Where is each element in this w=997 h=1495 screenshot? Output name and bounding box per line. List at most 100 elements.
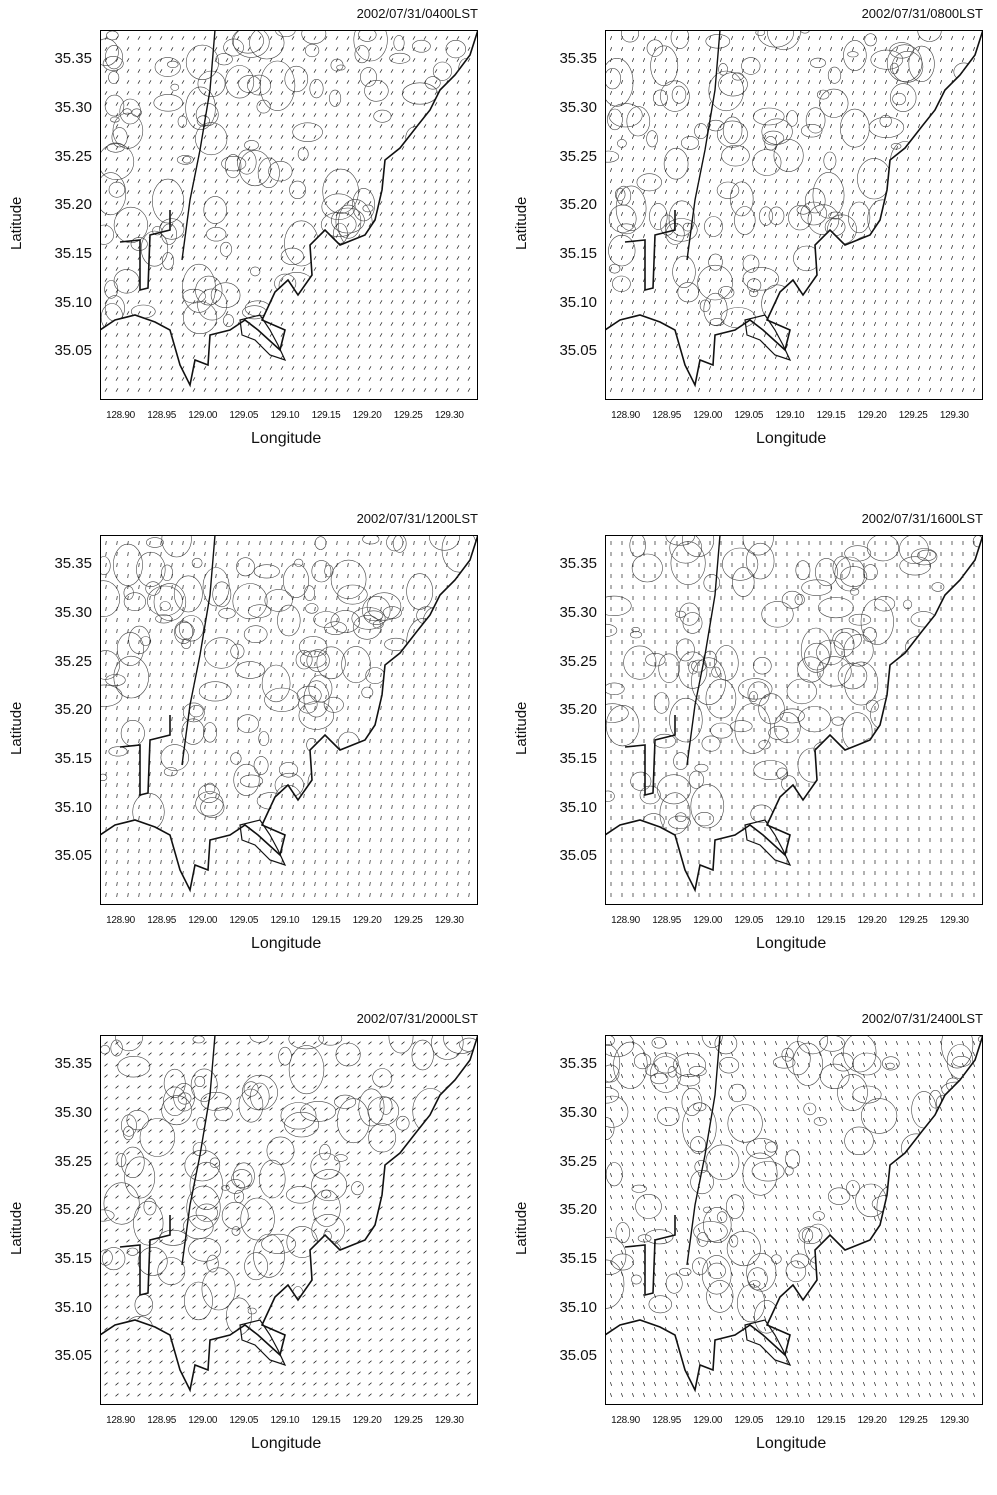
- panel-title: 2002/07/31/1200LST: [357, 511, 478, 526]
- river-channel: [625, 715, 675, 795]
- x-tick-label: 128.90: [106, 915, 135, 926]
- coastline: [100, 1035, 478, 1390]
- x-tick-label: 129.30: [940, 915, 969, 926]
- x-tick-label: 128.95: [147, 915, 176, 926]
- y-tick-label: 35.10: [547, 799, 597, 816]
- y-tick-label: 35.25: [547, 653, 597, 670]
- x-axis-label: Longitude: [756, 1435, 826, 1453]
- wind-vectors: [611, 541, 974, 897]
- coastline: [605, 1035, 983, 1390]
- x-tick-label: 128.90: [611, 410, 640, 421]
- river-channel: [120, 1215, 170, 1295]
- x-tick-label: 129.10: [270, 1415, 299, 1426]
- terrain-contours: [605, 30, 983, 328]
- y-tick-label: 35.15: [42, 245, 92, 262]
- x-tick-label: 129.05: [734, 410, 763, 421]
- plot-frame: [101, 31, 478, 400]
- x-tick-label: 129.20: [858, 1415, 887, 1426]
- plot-frame: [606, 536, 983, 905]
- y-tick-label: 35.30: [547, 99, 597, 116]
- x-tick-label: 129.15: [817, 1415, 846, 1426]
- y-axis-label: Latitude: [513, 197, 530, 250]
- x-tick-label: 129.10: [775, 410, 804, 421]
- x-tick-label: 129.30: [940, 410, 969, 421]
- river-channel: [625, 1215, 675, 1295]
- y-tick-label: 35.05: [42, 847, 92, 864]
- y-tick-label: 35.25: [42, 1153, 92, 1170]
- panel-title: 2002/07/31/1600LST: [862, 511, 983, 526]
- x-tick-label: 129.00: [693, 1415, 722, 1426]
- x-axis-label: Longitude: [251, 1435, 321, 1453]
- x-tick-label: 129.00: [693, 915, 722, 926]
- x-tick-label: 129.25: [394, 1415, 423, 1426]
- y-tick-label: 35.30: [42, 99, 92, 116]
- x-tick-label: 128.90: [106, 410, 135, 421]
- wind-vectors: [105, 1042, 471, 1397]
- x-tick-label: 128.95: [147, 1415, 176, 1426]
- x-tick-label: 129.10: [775, 1415, 804, 1426]
- y-tick-label: 35.25: [547, 148, 597, 165]
- y-tick-label: 35.20: [42, 1201, 92, 1218]
- x-tick-label: 128.90: [106, 1415, 135, 1426]
- y-axis-label: Latitude: [513, 702, 530, 755]
- x-tick-label: 129.00: [188, 410, 217, 421]
- x-tick-label: 129.15: [817, 410, 846, 421]
- coastline: [100, 535, 478, 890]
- x-tick-label: 129.05: [229, 410, 258, 421]
- x-tick-label: 129.30: [435, 915, 464, 926]
- x-tick-label: 129.20: [353, 410, 382, 421]
- x-tick-label: 129.20: [353, 1415, 382, 1426]
- y-tick-label: 35.05: [547, 1347, 597, 1364]
- x-tick-label: 129.15: [312, 1415, 341, 1426]
- wind-field-map: [605, 30, 983, 400]
- x-tick-label: 129.00: [188, 915, 217, 926]
- river-channel: [687, 30, 720, 260]
- y-tick-label: 35.15: [42, 1250, 92, 1267]
- x-tick-label: 129.05: [734, 1415, 763, 1426]
- y-tick-label: 35.30: [42, 1104, 92, 1121]
- y-tick-label: 35.10: [42, 1299, 92, 1316]
- y-axis-label: Latitude: [513, 1202, 530, 1255]
- x-tick-label: 129.05: [229, 915, 258, 926]
- y-tick-label: 35.10: [547, 294, 597, 311]
- y-tick-label: 35.30: [547, 1104, 597, 1121]
- river-channel: [120, 715, 170, 795]
- plot-frame: [101, 1036, 478, 1405]
- x-tick-label: 128.95: [147, 410, 176, 421]
- x-tick-label: 128.95: [652, 915, 681, 926]
- river-channel: [687, 535, 720, 765]
- y-axis-label: Latitude: [8, 1202, 25, 1255]
- x-tick-label: 129.00: [188, 1415, 217, 1426]
- y-tick-label: 35.10: [42, 294, 92, 311]
- x-tick-label: 128.95: [652, 1415, 681, 1426]
- x-axis-label: Longitude: [756, 935, 826, 953]
- y-tick-label: 35.20: [547, 701, 597, 718]
- wind-field-map: [100, 1035, 478, 1405]
- x-tick-label: 129.25: [899, 915, 928, 926]
- y-tick-label: 35.15: [547, 750, 597, 767]
- x-tick-label: 128.90: [611, 915, 640, 926]
- terrain-contours: [605, 1035, 983, 1334]
- y-tick-label: 35.10: [42, 799, 92, 816]
- y-tick-label: 35.05: [547, 342, 597, 359]
- y-tick-label: 35.35: [547, 50, 597, 67]
- x-tick-label: 129.25: [394, 915, 423, 926]
- x-tick-label: 128.90: [611, 1415, 640, 1426]
- y-tick-label: 35.30: [547, 604, 597, 621]
- x-tick-label: 129.10: [270, 410, 299, 421]
- wind-field-map: [100, 535, 478, 905]
- y-tick-label: 35.20: [547, 196, 597, 213]
- x-axis-label: Longitude: [756, 430, 826, 448]
- y-tick-label: 35.15: [547, 245, 597, 262]
- river-channel: [182, 1035, 215, 1265]
- wind-field-map: [605, 1035, 983, 1405]
- y-tick-label: 35.35: [42, 555, 92, 572]
- y-axis-label: Latitude: [8, 702, 25, 755]
- wind-vectors: [610, 1041, 974, 1397]
- panel-title: 2002/07/31/0400LST: [357, 6, 478, 21]
- x-tick-label: 129.15: [817, 915, 846, 926]
